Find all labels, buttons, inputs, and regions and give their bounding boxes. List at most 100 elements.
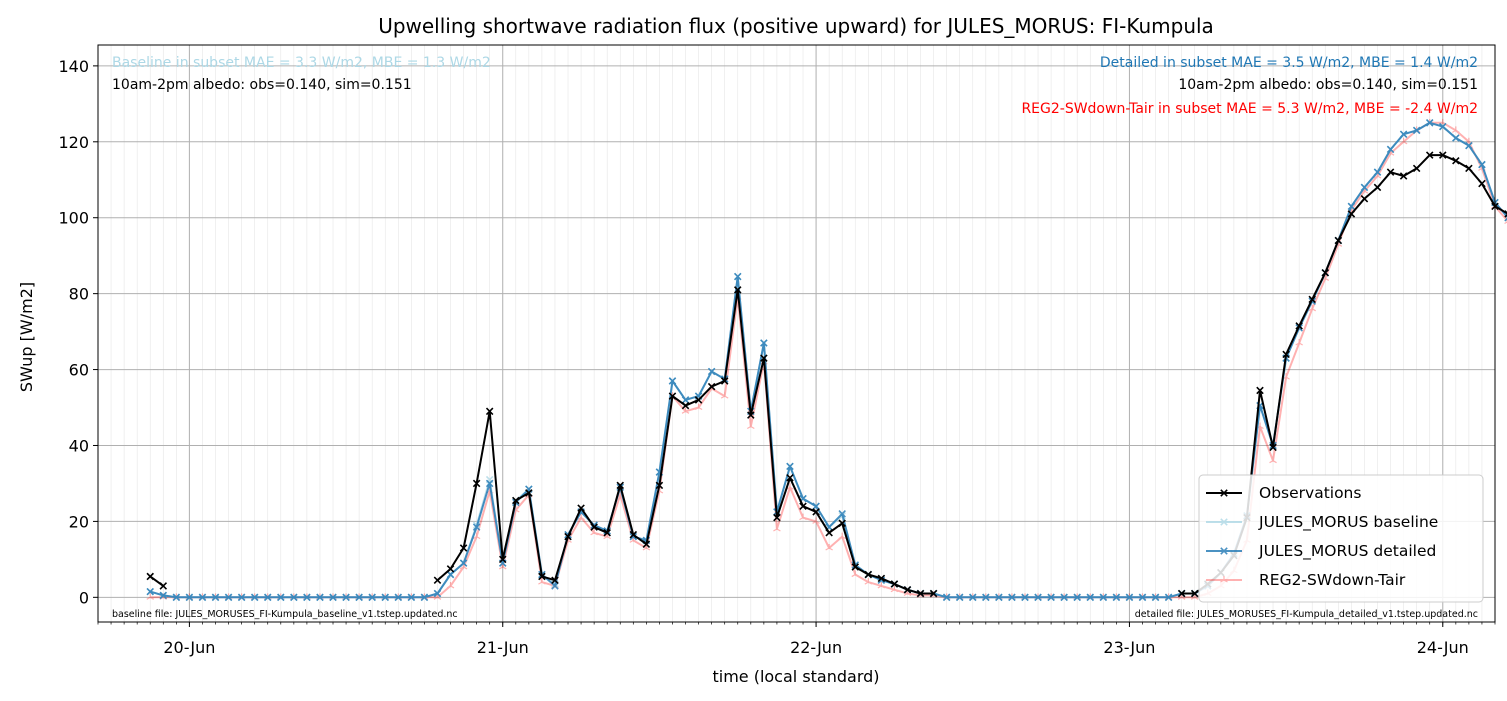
point-observations: [1308, 295, 1316, 304]
point-jules-morus-detailed: [668, 377, 677, 385]
point-observations: [577, 504, 585, 512]
legend-label-observations: Observations: [1259, 484, 1361, 502]
series-observations: [146, 151, 1507, 598]
y-tick-label: 40: [69, 436, 89, 455]
point-observations: [1425, 151, 1434, 159]
point-reg2-swdown-tair: [747, 422, 755, 430]
point-jules-morus-detailed: [1151, 593, 1160, 602]
point-observations: [603, 529, 611, 537]
point-observations: [825, 529, 833, 537]
point-jules-morus-detailed: [185, 593, 194, 602]
point-observations: [864, 570, 873, 579]
point-jules-morus-detailed: [1099, 593, 1108, 602]
legend-marker: [1220, 547, 1228, 555]
point-jules-morus-detailed: [1008, 593, 1016, 602]
point-observations: [903, 585, 912, 594]
major-grid: [98, 45, 1495, 622]
point-observations: [773, 513, 781, 522]
legend-swatch-jules-morus-detailed: [1206, 547, 1242, 555]
detailed-stats-annotation: Detailed in subset MAE = 3.5 W/m2, MBE =…: [1100, 55, 1478, 71]
point-reg2-swdown-tair: [825, 543, 833, 551]
point-jules-morus-detailed: [982, 593, 990, 602]
point-observations: [733, 286, 742, 294]
legend-label-reg2-swdown-tair: REG2-SWdown-Tair: [1259, 571, 1406, 589]
point-observations: [916, 589, 925, 598]
point-jules-morus-detailed: [1047, 593, 1055, 602]
point-observations: [681, 401, 690, 410]
point-observations: [655, 481, 664, 490]
point-jules-morus-detailed: [394, 593, 403, 602]
point-observations: [877, 574, 886, 583]
point-jules-morus-detailed: [786, 462, 794, 471]
point-observations: [1399, 172, 1408, 180]
point-jules-morus-detailed: [146, 587, 154, 596]
point-observations: [1373, 183, 1382, 192]
point-reg2-swdown-tair: [694, 403, 703, 411]
point-observations: [1478, 179, 1486, 188]
legend-marker: [1220, 576, 1228, 583]
point-jules-morus-detailed: [1399, 130, 1408, 138]
axes: 20-Jun 21-Jun 22-Jun 23-Jun 24-Jun 0 20 40 60 80 1…: [58, 57, 1496, 657]
y-tick-label: 140: [58, 57, 89, 76]
point-jules-morus-detailed: [198, 593, 207, 602]
point-jules-morus-detailed: [329, 593, 337, 602]
point-jules-morus-detailed: [1086, 593, 1095, 602]
point-reg2-swdown-tair: [1399, 137, 1408, 145]
plot-series: [146, 118, 1507, 602]
x-axis-label: time (local standard): [712, 667, 879, 686]
point-observations: [512, 496, 520, 505]
detailed-albedo-annotation: 10am-2pm albedo: obs=0.140, sim=0.151: [1178, 77, 1478, 93]
point-reg2-swdown-tair: [799, 513, 807, 521]
legend-swatch-jules-morus-baseline: [1206, 518, 1242, 526]
point-jules-morus-detailed: [707, 367, 716, 376]
baseline-stats-annotation: Baseline in subset MAE = 3.3 W/m2, MBE =…: [112, 55, 491, 71]
point-observations: [760, 354, 768, 362]
point-observations: [551, 576, 559, 585]
point-jules-morus-detailed: [1465, 141, 1473, 150]
point-observations: [812, 508, 820, 516]
point-observations: [459, 544, 468, 552]
y-tick-label: 0: [79, 588, 89, 607]
point-jules-morus-detailed: [381, 593, 389, 602]
point-jules-morus-detailed: [250, 593, 259, 602]
point-jules-morus-detailed: [1439, 122, 1447, 131]
point-reg2-swdown-tair: [681, 407, 690, 414]
point-reg2-swdown-tair: [146, 593, 155, 600]
chart-title: Upwelling shortwave radiation flux (posi…: [378, 14, 1214, 38]
point-reg2-swdown-tair: [851, 570, 860, 578]
point-observations: [1334, 236, 1343, 245]
point-reg2-swdown-tair: [1308, 304, 1317, 312]
point-observations: [498, 555, 507, 564]
point-reg2-swdown-tair: [1504, 221, 1507, 225]
point-jules-morus-detailed: [485, 479, 494, 488]
point-observations: [1452, 157, 1460, 165]
point-observations: [1190, 589, 1199, 598]
point-observations: [838, 519, 846, 528]
point-jules-morus-detailed: [159, 591, 168, 600]
point-reg2-swdown-tair: [720, 392, 729, 399]
y-tick-label: 80: [69, 285, 89, 304]
point-observations: [720, 377, 729, 385]
plot-frame: [97, 44, 1496, 623]
point-jules-morus-detailed: [172, 593, 181, 602]
point-jules-morus-detailed: [420, 593, 429, 602]
point-jules-morus-detailed: [446, 570, 455, 579]
point-observations: [1347, 210, 1356, 218]
legend-swatch-observations: [1206, 489, 1242, 497]
point-observations: [629, 530, 638, 539]
legend-box: [1198, 474, 1484, 603]
point-jules-morus-detailed: [1112, 593, 1121, 602]
point-jules-morus-detailed: [433, 589, 442, 598]
point-reg2-swdown-tair: [773, 524, 781, 532]
point-observations: [525, 489, 533, 497]
point-jules-morus-detailed: [472, 523, 481, 531]
point-observations: [1256, 386, 1264, 395]
point-jules-morus-detailed: [760, 339, 768, 347]
point-jules-morus-detailed: [955, 593, 964, 602]
point-observations: [786, 473, 794, 482]
point-reg2-swdown-tair: [472, 532, 481, 540]
point-jules-morus-detailed: [211, 593, 220, 602]
point-reg2-swdown-tair: [1295, 338, 1303, 346]
point-reg2-swdown-tair: [864, 578, 873, 585]
point-observations: [747, 411, 755, 419]
